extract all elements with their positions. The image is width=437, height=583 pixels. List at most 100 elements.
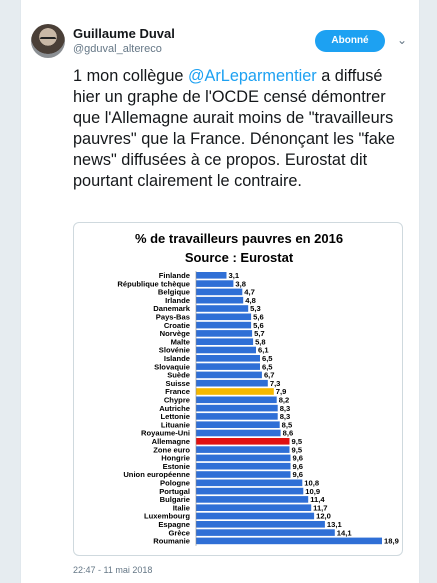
chart-bars: Finlande 3,1 République tchèque 3,8 Belgique… <box>117 271 399 546</box>
value-label: 8,2 <box>279 396 290 405</box>
page-background-right <box>421 0 437 583</box>
value-label: 6,5 <box>262 362 273 371</box>
chevron-down-icon[interactable]: ⌄ <box>396 33 408 47</box>
bar-chart: % de travailleurs pauvres en 2016 Source… <box>117 231 399 546</box>
bar <box>196 454 291 462</box>
bar <box>196 272 227 279</box>
value-label: 9,5 <box>292 445 303 454</box>
value-label: 8,3 <box>280 412 291 421</box>
value-label: 9,6 <box>292 462 303 471</box>
value-label: 18,9 <box>384 537 399 546</box>
value-label: 14,1 <box>337 528 353 537</box>
bar <box>196 413 278 420</box>
value-label: 9,6 <box>292 470 303 479</box>
bar <box>196 338 254 345</box>
category-label: Slovénie <box>159 346 190 355</box>
category-label: Bulgarie <box>160 495 190 504</box>
category-label: Finlande <box>159 271 190 280</box>
value-label: 8,3 <box>280 404 291 413</box>
bar <box>196 379 268 387</box>
value-label: 7,9 <box>276 387 287 396</box>
bar <box>196 296 244 304</box>
bar <box>196 496 309 503</box>
user-display-name[interactable]: Guillaume Duval <box>73 26 175 41</box>
category-label: Italie <box>173 503 190 512</box>
mention-link[interactable]: @ArLeparmentier <box>187 67 317 85</box>
category-label: Chypre <box>164 396 190 405</box>
category-label: Espagne <box>158 520 190 529</box>
value-label: 10,9 <box>305 487 320 496</box>
category-label: Luxembourg <box>144 512 190 521</box>
category-label: République tchèque <box>117 279 190 288</box>
bar <box>196 471 291 478</box>
avatar-glasses-shape <box>40 37 56 41</box>
value-label: 3,8 <box>235 279 246 288</box>
value-label: 3,1 <box>229 271 240 280</box>
bar <box>196 280 234 287</box>
category-label: Pologne <box>160 479 190 488</box>
category-label: Irlande <box>165 296 190 305</box>
value-label: 8,5 <box>282 420 293 429</box>
value-label: 5,7 <box>254 329 265 338</box>
category-label: France <box>165 387 190 396</box>
category-label: Suède <box>167 371 190 380</box>
bar <box>196 421 280 428</box>
value-label: 5,6 <box>253 321 264 330</box>
value-label: 6,1 <box>258 346 269 355</box>
value-label: 5,8 <box>255 337 266 346</box>
category-label: Portugal <box>159 487 190 496</box>
category-label: Croatie <box>164 321 190 330</box>
category-label: Zone euro <box>153 445 190 454</box>
avatar[interactable] <box>31 24 65 58</box>
chart-title: % de travailleurs pauvres en 2016 <box>135 231 343 246</box>
tweet-text: 1 mon collègue @ArLeparmentier a diffusé… <box>73 66 413 192</box>
tweet-image-chart[interactable]: % de travailleurs pauvres en 2016 Source… <box>73 222 403 556</box>
chart-subtitle: Source : Eurostat <box>185 250 294 265</box>
user-handle[interactable]: @gduval_altereco <box>73 43 162 55</box>
bar <box>196 537 382 545</box>
tweet-timestamp[interactable]: 22:47 - 11 mai 2018 <box>73 565 153 575</box>
value-label: 9,5 <box>292 437 303 446</box>
bar <box>196 330 253 337</box>
category-label: Islande <box>164 354 190 363</box>
category-label: Royaume-Uni <box>141 429 190 438</box>
category-label: Slovaquie <box>154 362 190 371</box>
bar <box>196 346 256 354</box>
category-label: Lituanie <box>161 420 190 429</box>
category-label: Estonie <box>163 462 190 471</box>
category-label: Malte <box>171 337 190 346</box>
bar <box>196 321 252 329</box>
tweet-text-start: 1 mon collègue <box>73 67 188 85</box>
value-label: 13,1 <box>327 520 343 529</box>
bar <box>196 462 291 470</box>
bar <box>196 512 315 520</box>
category-label: Hongrie <box>161 454 190 463</box>
bar <box>196 371 262 379</box>
bar <box>196 504 312 511</box>
value-label: 10,8 <box>304 479 319 488</box>
bar <box>196 438 290 445</box>
bar <box>196 429 281 437</box>
tweet-card: Guillaume Duval @gduval_altereco Abonné … <box>20 0 420 583</box>
category-label: Belgique <box>158 288 190 297</box>
category-label: Norvège <box>160 329 190 338</box>
category-label: Autriche <box>159 404 190 413</box>
value-label: 5,6 <box>253 313 264 322</box>
bar <box>196 313 252 321</box>
bar <box>196 521 325 528</box>
bar <box>196 288 243 296</box>
bar <box>196 305 249 312</box>
value-label: 9,6 <box>292 454 303 463</box>
value-label: 6,5 <box>262 354 273 363</box>
value-label: 5,3 <box>250 304 261 313</box>
bar <box>196 529 335 536</box>
value-label: 4,8 <box>245 296 256 305</box>
bar <box>196 487 304 495</box>
value-label: 12,0 <box>316 512 331 521</box>
bar <box>196 404 278 412</box>
category-label: Danemark <box>153 304 190 313</box>
tweet-text-end: a diffusé hier un graphe de l'OCDE censé… <box>73 67 395 190</box>
value-label: 6,7 <box>264 371 275 380</box>
following-button[interactable]: Abonné <box>315 30 385 52</box>
value-label: 4,7 <box>244 288 255 297</box>
